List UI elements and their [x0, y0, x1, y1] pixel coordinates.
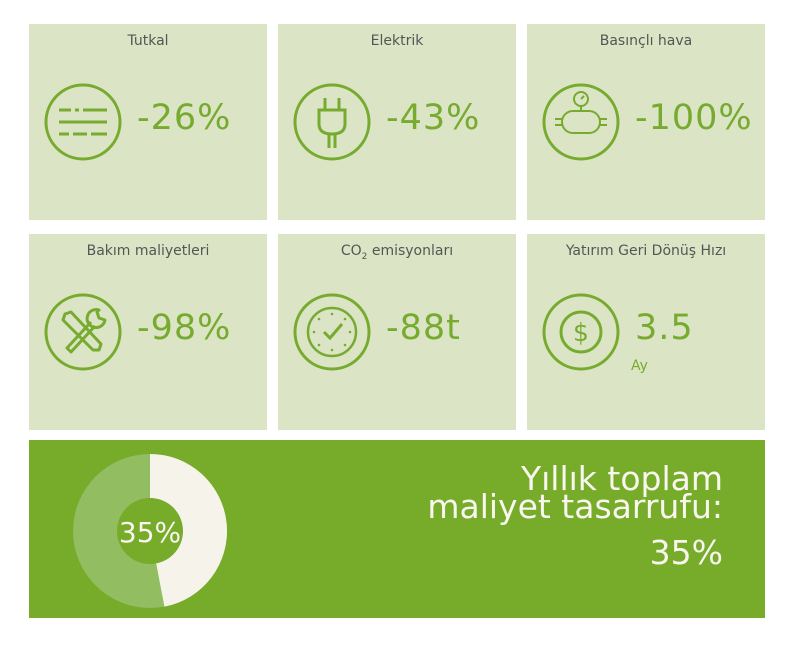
card-value: -98% [137, 308, 232, 348]
svg-text:$: $ [573, 318, 589, 347]
card-value: -100% [635, 98, 753, 138]
card-electricity: Elektrik -43% [278, 24, 516, 220]
pressure-tank-icon [542, 83, 620, 161]
card-title: CO2 emisyonları [278, 243, 516, 262]
card-title: Tutkal [127, 33, 169, 49]
donut-slice [150, 454, 227, 607]
card-value: 3.5 [635, 308, 694, 348]
title-subscript: 2 [361, 251, 368, 262]
card-title: Yatırım Geri Dönüş Hızı [565, 243, 727, 259]
card-glue: Tutkal -26% [29, 24, 267, 220]
card-value: -43% [386, 98, 481, 138]
card-title: Elektrik [370, 33, 424, 49]
card-title: Basınçlı hava [599, 33, 693, 49]
title-co: CO [340, 243, 362, 259]
card-compressed-air: Basınçlı hava -100% [527, 24, 765, 220]
card-value: -88t [386, 308, 461, 348]
summary-value: 35% [649, 533, 723, 572]
card-value: -26% [137, 98, 232, 138]
savings-donut: 35% [73, 454, 227, 608]
plug-icon [293, 83, 371, 161]
card-title: Bakım maliyetleri [86, 243, 210, 259]
summary-banner: 35% Yıllık toplam maliyet tasarrufu: 35% [29, 440, 765, 618]
donut-label: 35% [119, 516, 181, 549]
donut-hole [117, 498, 183, 564]
glue-lines-icon [44, 83, 122, 161]
title-rest: emisyonları [367, 243, 454, 259]
summary-line-2: maliyet tasarrufu: [427, 487, 723, 526]
card-unit: Ay [631, 358, 648, 374]
clock-check-icon [293, 293, 371, 371]
tools-icon [44, 293, 122, 371]
dollar-coin-icon: $ [542, 293, 620, 371]
summary-line-1: Yıllık toplam [520, 459, 723, 498]
card-roi: Yatırım Geri Dönüş Hızı $ 3.5 Ay [527, 234, 765, 430]
card-maintenance: Bakım maliyetleri -98% [29, 234, 267, 430]
card-co2: CO2 emisyonları -88t [278, 234, 516, 430]
